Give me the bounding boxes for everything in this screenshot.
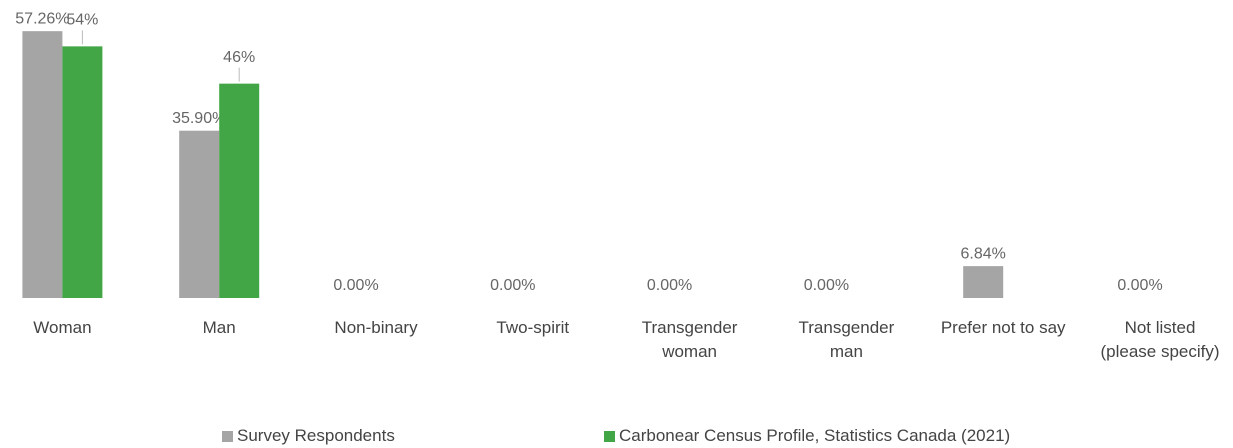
x-tick-label: Prefer not to say bbox=[940, 318, 1066, 337]
value-label: 0.00% bbox=[333, 277, 378, 294]
value-label: 54% bbox=[66, 12, 98, 29]
legend-label: Survey Respondents bbox=[237, 426, 395, 445]
bar bbox=[963, 266, 1004, 298]
value-label: 0.00% bbox=[490, 277, 535, 294]
value-label: 6.84% bbox=[961, 245, 1006, 262]
value-label: 35.90% bbox=[172, 110, 226, 127]
x-tick-label: Transgender woman bbox=[641, 318, 738, 361]
value-label: 46% bbox=[223, 49, 255, 66]
bar bbox=[219, 83, 260, 298]
x-tick-label: Two-spirit bbox=[496, 318, 570, 337]
bar bbox=[62, 46, 103, 298]
x-tick-label: Non-binary bbox=[334, 318, 418, 337]
legend-label: Carbonear Census Profile, Statistics Can… bbox=[619, 426, 1011, 445]
legend-swatch bbox=[222, 430, 233, 442]
x-tick-label: Not listed (please specify) bbox=[1100, 318, 1220, 361]
legend-swatch bbox=[604, 430, 615, 442]
value-label: 0.00% bbox=[647, 277, 692, 294]
legend-item: Carbonear Census Profile, Statistics Can… bbox=[604, 426, 1010, 446]
value-label: 0.00% bbox=[1117, 277, 1162, 294]
bar bbox=[22, 31, 63, 299]
x-tick-label: Man bbox=[202, 318, 236, 337]
x-tick-label: Woman bbox=[33, 318, 92, 337]
value-label: 57.26% bbox=[15, 10, 69, 27]
value-label: 0.00% bbox=[804, 277, 849, 294]
x-tick-label: Transgender man bbox=[798, 318, 895, 361]
bar bbox=[179, 130, 220, 298]
legend-item: Survey Respondents bbox=[222, 426, 395, 446]
